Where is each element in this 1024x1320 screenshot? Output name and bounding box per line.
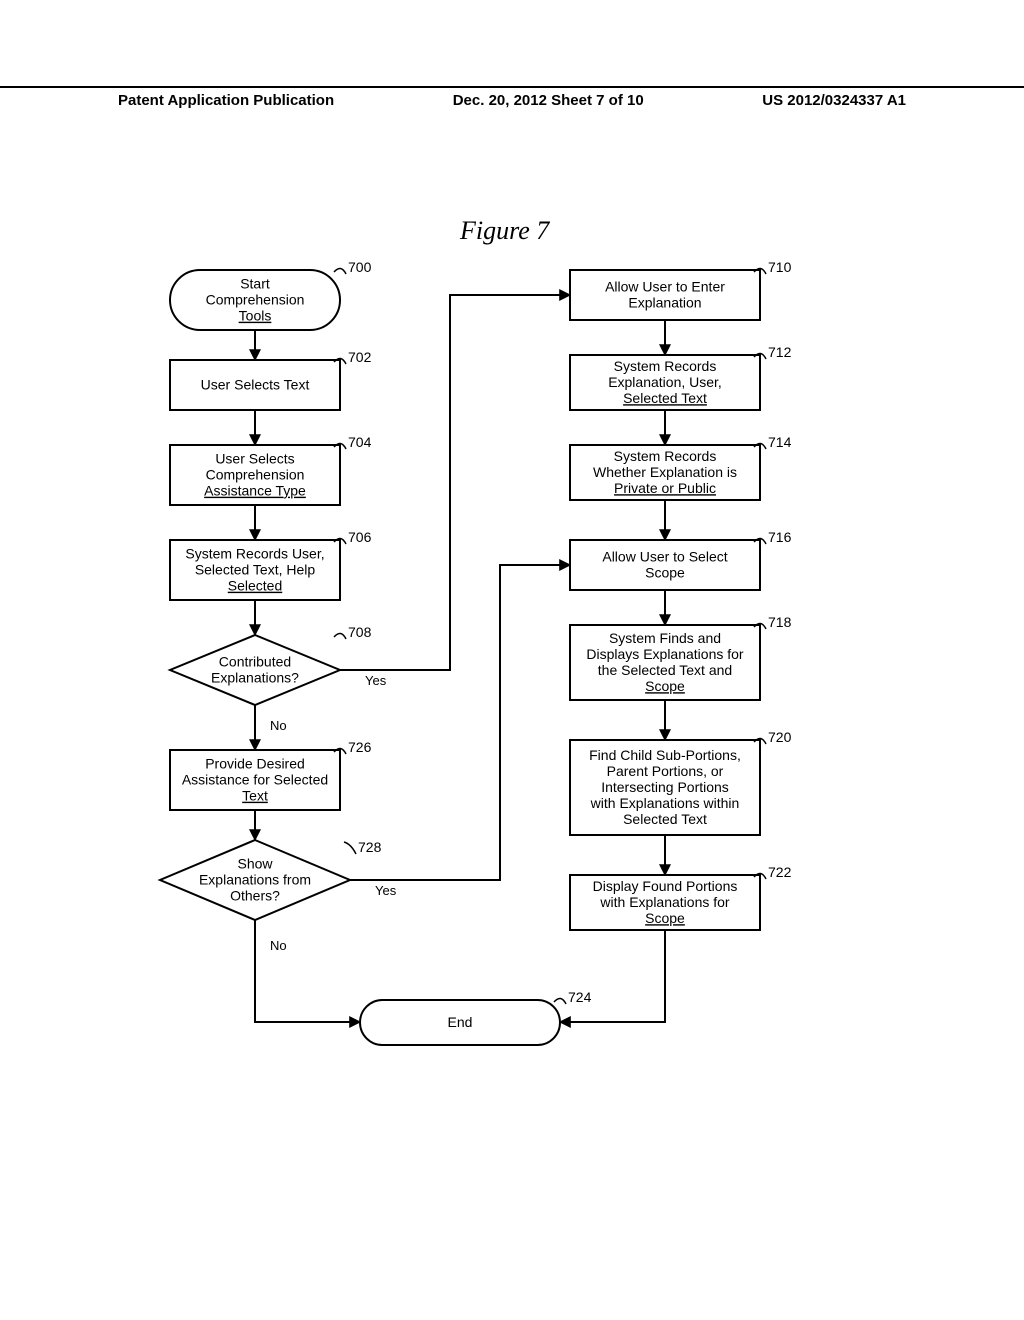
svg-text:708: 708 [348,624,372,640]
svg-text:Text: Text [242,788,268,804]
svg-text:Selected Text: Selected Text [623,811,707,827]
svg-text:Display Found Portions: Display Found Portions [593,878,738,894]
svg-text:System Records User,: System Records User, [185,546,324,562]
flowchart: NoNoYesYesStartComprehensionTools700User… [120,260,900,1210]
svg-text:718: 718 [768,614,792,630]
svg-text:System Records: System Records [614,448,717,464]
svg-text:714: 714 [768,434,792,450]
svg-text:Selected: Selected [228,578,282,594]
svg-text:the Selected Text and: the Selected Text and [598,662,732,678]
svg-text:Scope: Scope [645,678,685,694]
svg-text:Explanations?: Explanations? [211,670,299,686]
svg-text:System Finds and: System Finds and [609,630,721,646]
svg-text:Selected Text, Help: Selected Text, Help [195,562,316,578]
svg-text:End: End [448,1014,473,1030]
header-right: US 2012/0324337 A1 [762,92,906,109]
svg-text:Provide Desired: Provide Desired [205,756,305,772]
svg-text:Yes: Yes [365,673,387,688]
svg-text:Allow User to Select: Allow User to Select [602,549,727,565]
svg-text:with Explanations for: with Explanations for [599,894,730,910]
svg-text:with Explanations within: with Explanations within [590,795,740,811]
svg-text:712: 712 [768,344,792,360]
svg-text:Explanation, User,: Explanation, User, [608,374,722,390]
page: Patent Application Publication Dec. 20, … [0,0,1024,1320]
svg-text:722: 722 [768,864,792,880]
svg-text:716: 716 [768,529,792,545]
svg-text:Assistance Type: Assistance Type [204,483,306,499]
svg-text:Selected Text: Selected Text [623,390,707,406]
svg-text:700: 700 [348,260,372,275]
svg-text:706: 706 [348,529,372,545]
svg-text:Show: Show [237,856,273,872]
svg-text:Comprehension: Comprehension [206,292,305,308]
svg-text:Scope: Scope [645,565,685,581]
svg-text:710: 710 [768,260,792,275]
svg-text:720: 720 [768,729,792,745]
svg-text:Allow User to Enter: Allow User to Enter [605,279,725,295]
svg-text:System Records: System Records [614,358,717,374]
header-left: Patent Application Publication [118,92,334,109]
svg-text:Explanations from: Explanations from [199,872,311,888]
svg-text:Contributed: Contributed [219,654,291,670]
svg-text:728: 728 [358,839,382,855]
svg-text:Private or Public: Private or Public [614,480,716,496]
svg-text:No: No [270,938,287,953]
svg-text:Scope: Scope [645,910,685,926]
svg-text:Intersecting Portions: Intersecting Portions [601,779,729,795]
svg-text:User Selects Text: User Selects Text [201,377,310,393]
svg-text:Parent Portions, or: Parent Portions, or [607,763,724,779]
svg-text:Explanation: Explanation [628,295,701,311]
svg-text:Find Child Sub-Portions,: Find Child Sub-Portions, [589,747,741,763]
header-center: Dec. 20, 2012 Sheet 7 of 10 [453,92,644,109]
page-header: Patent Application Publication Dec. 20, … [0,86,1024,109]
svg-text:Start: Start [240,276,270,292]
figure-title: Figure 7 [460,216,549,246]
svg-text:Displays Explanations for: Displays Explanations for [586,646,744,662]
svg-text:User Selects: User Selects [215,451,294,467]
svg-text:726: 726 [348,739,372,755]
svg-text:724: 724 [568,989,592,1005]
svg-text:Assistance for Selected: Assistance for Selected [182,772,328,788]
svg-text:Comprehension: Comprehension [206,467,305,483]
svg-text:Tools: Tools [239,308,272,324]
svg-text:Yes: Yes [375,883,397,898]
svg-text:Others?: Others? [230,888,280,904]
svg-text:704: 704 [348,434,372,450]
svg-text:Whether Explanation is: Whether Explanation is [593,464,737,480]
svg-text:702: 702 [348,349,372,365]
svg-text:No: No [270,718,287,733]
